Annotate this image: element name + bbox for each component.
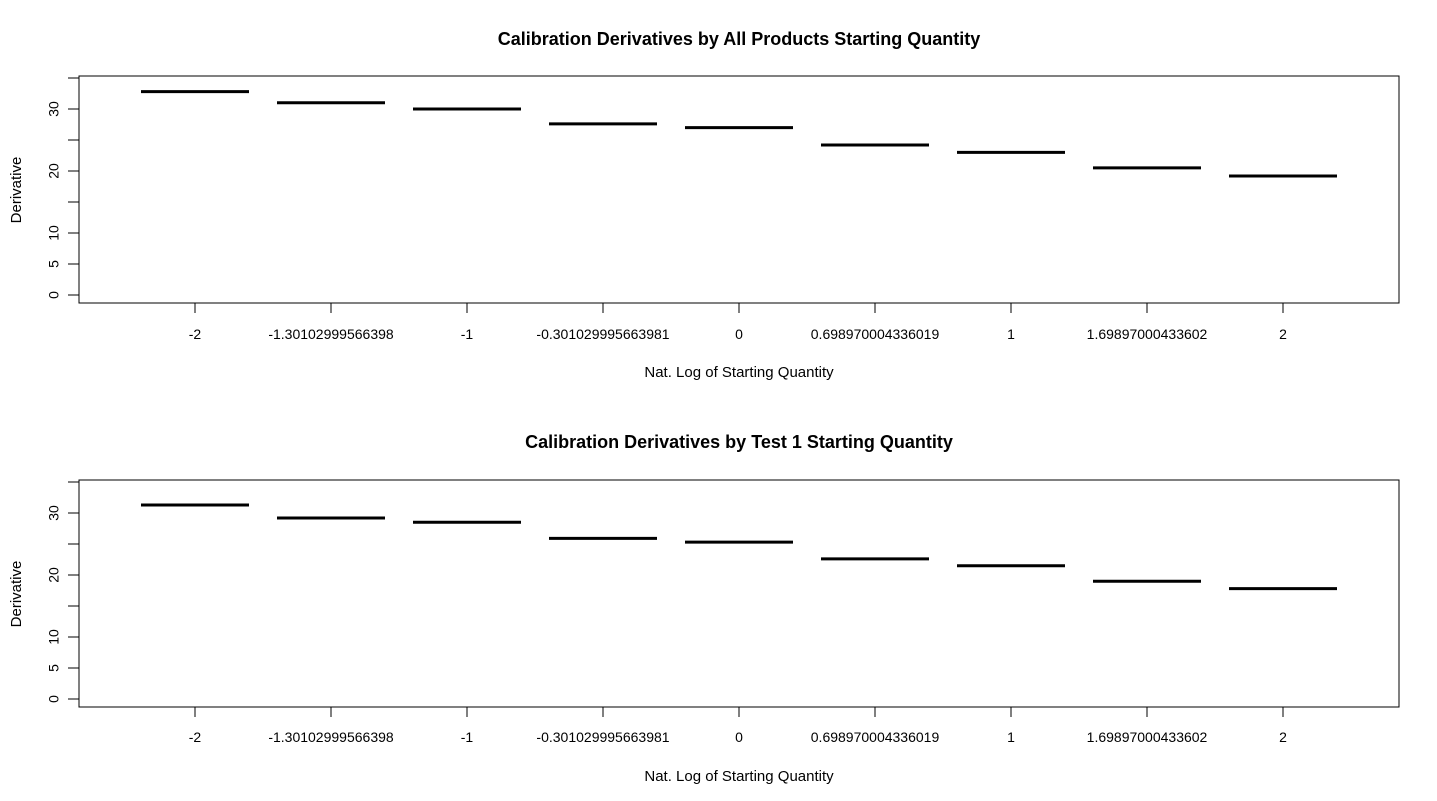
y-tick-label: 0 (46, 695, 62, 703)
y-tick-label: 5 (46, 664, 62, 672)
chart-panel-2: Calibration Derivatives by Test 1 Starti… (8, 432, 1400, 785)
x-tick-label: -0.301029995663981 (536, 326, 669, 342)
y-axis-label: Derivative (8, 157, 25, 224)
plot-frame (78, 75, 1400, 304)
y-tick-label: 10 (46, 629, 62, 645)
y-tick-label: 10 (46, 225, 62, 241)
x-axis-label: Nat. Log of Starting Quantity (644, 768, 834, 785)
chart-panel-1: Calibration Derivatives by All Products … (8, 29, 1400, 381)
x-tick-label: 0.698970004336019 (811, 729, 940, 745)
y-tick-label: 0 (46, 291, 62, 299)
y-tick-label: 20 (46, 163, 62, 179)
x-tick-label: -0.301029995663981 (536, 729, 669, 745)
chart-title: Calibration Derivatives by Test 1 Starti… (525, 432, 953, 452)
chart-title: Calibration Derivatives by All Products … (498, 29, 980, 49)
x-tick-label: 2 (1279, 326, 1287, 342)
plot-frame (78, 479, 1400, 708)
x-tick-label: -1 (461, 326, 474, 342)
x-tick-label: 1 (1007, 326, 1015, 342)
x-axis-label: Nat. Log of Starting Quantity (644, 364, 834, 381)
x-tick-label: 2 (1279, 729, 1287, 745)
x-tick-label: 0 (735, 326, 743, 342)
y-axis-label: Derivative (8, 561, 25, 628)
y-tick-label: 30 (46, 101, 62, 117)
x-tick-label: 1.69897000433602 (1087, 326, 1208, 342)
x-tick-label: 1.69897000433602 (1087, 729, 1208, 745)
x-tick-label: -2 (189, 326, 202, 342)
x-tick-label: -1.30102999566398 (268, 326, 394, 342)
x-tick-label: -1 (461, 729, 474, 745)
x-tick-label: -1.30102999566398 (268, 729, 394, 745)
x-tick-label: 1 (1007, 729, 1015, 745)
y-tick-label: 30 (46, 505, 62, 521)
y-tick-label: 5 (46, 260, 62, 268)
x-tick-label: 0.698970004336019 (811, 326, 940, 342)
x-tick-label: 0 (735, 729, 743, 745)
x-tick-label: -2 (189, 729, 202, 745)
y-tick-label: 20 (46, 567, 62, 583)
